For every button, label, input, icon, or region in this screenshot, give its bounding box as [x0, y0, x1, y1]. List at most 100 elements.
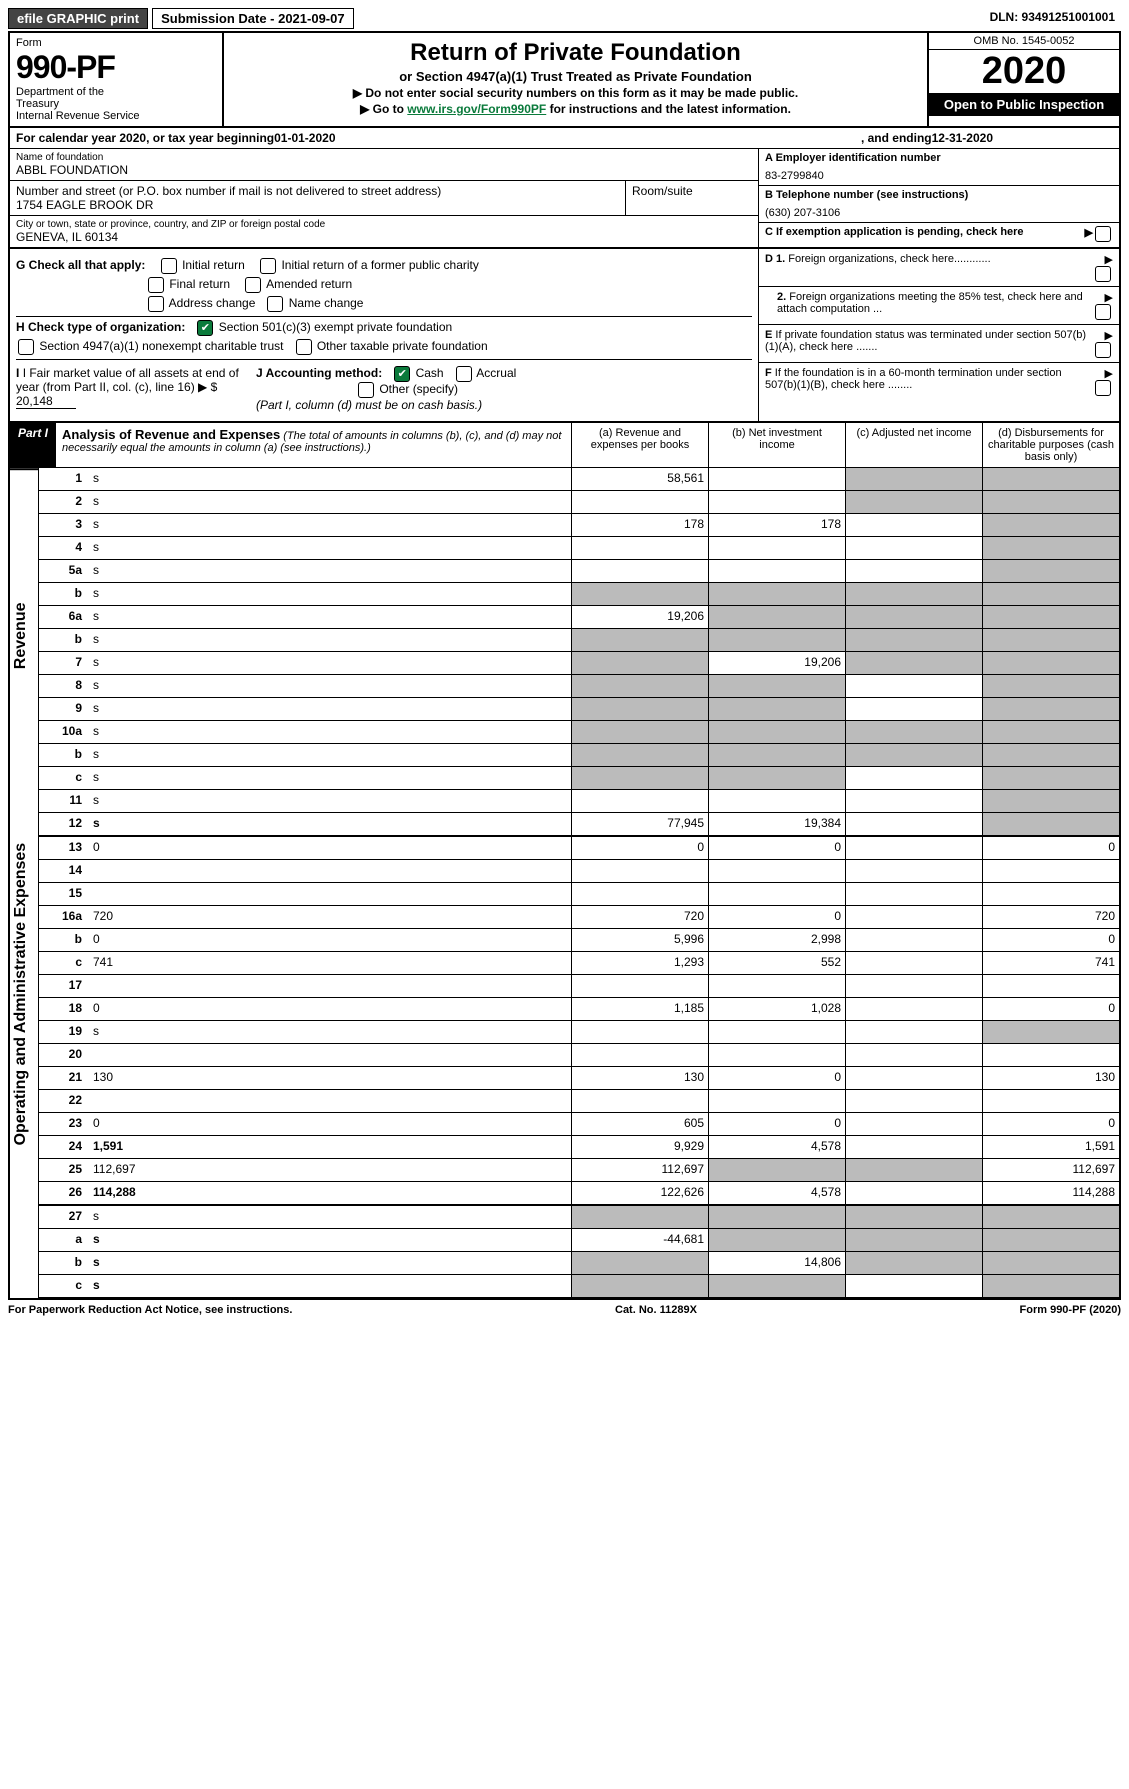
form-year-block: OMB No. 1545-0052 2020 Open to Public In…	[927, 33, 1119, 126]
form-subtitle: or Section 4947(a)(1) Trust Treated as P…	[228, 69, 923, 84]
row-num: 5a	[39, 560, 90, 582]
cell-b	[708, 1229, 845, 1251]
fmv-value: 20,148	[16, 394, 76, 409]
cell-a	[571, 767, 708, 789]
row-desc: 0	[90, 837, 571, 859]
cell-d	[982, 1206, 1119, 1228]
cell-a	[571, 883, 708, 905]
cell-c	[845, 998, 982, 1020]
name-change-checkbox[interactable]	[267, 296, 283, 312]
cell-b: 0	[708, 1067, 845, 1089]
row-desc: s	[90, 813, 571, 835]
row-num: 21	[39, 1067, 90, 1089]
form-number: 990-PF	[16, 49, 216, 86]
row-desc: s	[90, 629, 571, 651]
revenue-label: Revenue	[10, 468, 38, 801]
cell-b	[708, 883, 845, 905]
form-number-block: Form 990-PF Department of the Treasury I…	[10, 33, 224, 126]
cell-b	[708, 721, 845, 743]
table-row-27b: bs14,806	[39, 1252, 1119, 1275]
other-method-checkbox[interactable]	[358, 382, 374, 398]
final-return-checkbox[interactable]	[148, 277, 164, 293]
cell-c	[845, 1044, 982, 1066]
501c3-checkbox[interactable]: ✔	[197, 320, 213, 336]
cash-checkbox[interactable]: ✔	[394, 366, 410, 382]
row-num: 3	[39, 514, 90, 536]
d1-checkbox[interactable]	[1095, 266, 1111, 282]
row-desc: 0	[90, 929, 571, 951]
cell-b: 0	[708, 1113, 845, 1135]
table-row-10b: bs	[39, 744, 1119, 767]
d2-row: 2. Foreign organizations meeting the 85%…	[759, 287, 1119, 325]
footer-mid: Cat. No. 11289X	[292, 1304, 1019, 1316]
cell-b: 2,998	[708, 929, 845, 951]
cell-b	[708, 744, 845, 766]
cell-a: 58,561	[571, 468, 708, 490]
cell-d	[982, 583, 1119, 605]
cell-b: 178	[708, 514, 845, 536]
cell-d	[982, 1252, 1119, 1274]
h-row: H Check type of organization: ✔ Section …	[16, 320, 752, 336]
d2-checkbox[interactable]	[1095, 304, 1111, 320]
part1-label: Part I	[10, 423, 56, 467]
form-link[interactable]: www.irs.gov/Form990PF	[407, 102, 546, 116]
cell-a: 130	[571, 1067, 708, 1089]
efile-button[interactable]: efile GRAPHIC print	[8, 8, 148, 29]
row-num: 8	[39, 675, 90, 697]
cell-b: 0	[708, 837, 845, 859]
table-row-25: 25112,697112,697112,697	[39, 1159, 1119, 1182]
cell-d	[982, 537, 1119, 559]
cell-d: 0	[982, 929, 1119, 951]
cell-d: 130	[982, 1067, 1119, 1089]
address-change-checkbox[interactable]	[148, 296, 164, 312]
row-desc: s	[90, 1252, 571, 1274]
calendar-year-row: For calendar year 2020, or tax year begi…	[10, 126, 1119, 149]
cell-c	[845, 1113, 982, 1135]
cell-c	[845, 468, 982, 490]
cell-d	[982, 1044, 1119, 1066]
row-num: 1	[39, 468, 90, 490]
cell-a	[571, 537, 708, 559]
exemption-checkbox[interactable]	[1095, 226, 1111, 242]
4947-checkbox[interactable]	[18, 339, 34, 355]
row-num: 6a	[39, 606, 90, 628]
cell-c	[845, 1206, 982, 1228]
table-row-7: 7s19,206	[39, 652, 1119, 675]
row-num: b	[39, 929, 90, 951]
row-desc: 130	[90, 1067, 571, 1089]
initial-former-checkbox[interactable]	[260, 258, 276, 274]
cell-a	[571, 652, 708, 674]
table-row-3: 3s178178	[39, 514, 1119, 537]
f-checkbox[interactable]	[1095, 380, 1111, 396]
initial-return-checkbox[interactable]	[161, 258, 177, 274]
row-desc: 112,697	[90, 1159, 571, 1181]
expenses-label: Operating and Administrative Expenses	[10, 801, 38, 1187]
row-desc: s	[90, 698, 571, 720]
row-desc: s	[90, 767, 571, 789]
submission-button[interactable]: Submission Date - 2021-09-07	[152, 8, 354, 29]
amended-checkbox[interactable]	[245, 277, 261, 293]
row-num: c	[39, 1275, 90, 1297]
cell-a: 605	[571, 1113, 708, 1135]
table-row-24: 241,5919,9294,5781,591	[39, 1136, 1119, 1159]
city-cell: City or town, state or province, country…	[10, 216, 758, 247]
table-row-20: 20	[39, 1044, 1119, 1067]
row-desc: s	[90, 560, 571, 582]
cell-b	[708, 675, 845, 697]
cell-b	[708, 1021, 845, 1043]
cell-b: 0	[708, 906, 845, 928]
cell-d	[982, 790, 1119, 812]
cell-d	[982, 975, 1119, 997]
cell-b: 14,806	[708, 1252, 845, 1274]
e-checkbox[interactable]	[1095, 342, 1111, 358]
address-cell: Number and street (or P.O. box number if…	[10, 181, 626, 215]
cell-a	[571, 1044, 708, 1066]
accrual-checkbox[interactable]	[456, 366, 472, 382]
cell-c	[845, 860, 982, 882]
row-desc: 0	[90, 998, 571, 1020]
table-row-5b: bs	[39, 583, 1119, 606]
cell-c	[845, 744, 982, 766]
table-row-10a: 10as	[39, 721, 1119, 744]
cell-b	[708, 560, 845, 582]
other-taxable-checkbox[interactable]	[296, 339, 312, 355]
